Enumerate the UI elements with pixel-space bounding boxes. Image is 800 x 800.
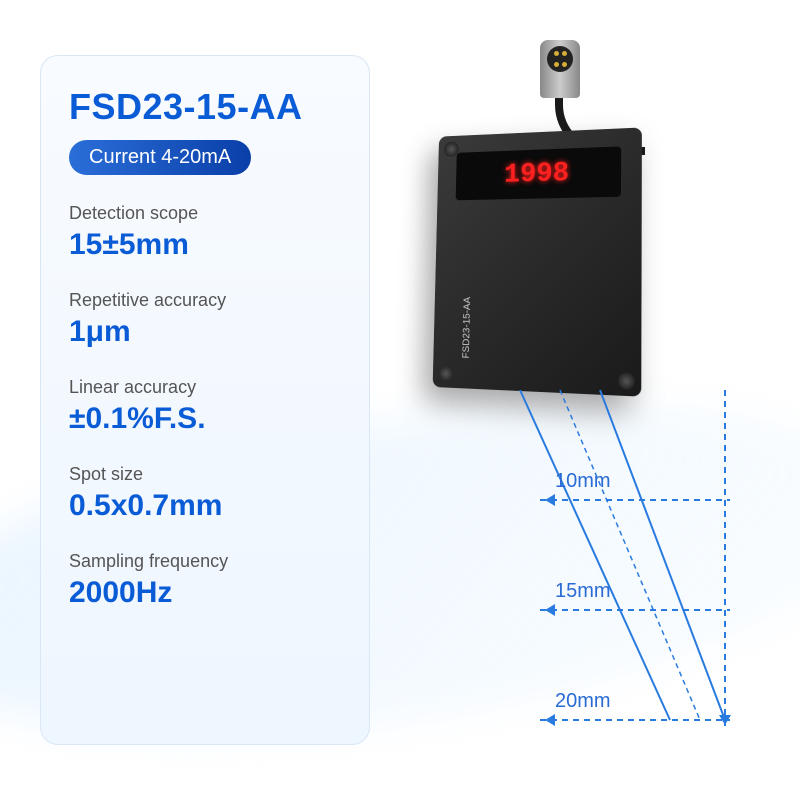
spec-repetitive-accuracy: Repetitive accuracy 1μm [69,290,341,349]
connector [540,40,590,110]
connector-body [540,40,580,98]
spec-label: Repetitive accuracy [69,290,341,311]
sensor-readout: 1998 [456,146,622,200]
spec-label: Detection scope [69,203,341,224]
spec-detection-scope: Detection scope 15±5mm [69,203,341,262]
beam-diagram: 10mm 15mm 20mm [470,390,750,750]
spec-value: 1μm [69,315,341,349]
spec-card: FSD23-15-AA Current 4-20mA Detection sco… [40,55,370,745]
beam-label-20mm: 20mm [555,690,611,713]
spec-label: Sampling frequency [69,551,341,572]
spec-value: 0.5x0.7mm [69,489,341,523]
pin [554,62,559,67]
screw-icon [438,365,453,381]
screw-icon [618,372,635,390]
beam-label-10mm: 10mm [555,470,611,493]
spec-value: 2000Hz [69,576,341,610]
pin [562,51,567,56]
display-value: 1998 [504,158,570,190]
connector-pins [547,46,573,72]
spec-label: Linear accuracy [69,377,341,398]
spec-spot-size: Spot size 0.5x0.7mm [69,464,341,523]
spec-value: ±0.1%F.S. [69,402,341,436]
sensor-side-label: FSD23-15-AA [461,297,473,359]
spec-sampling-frequency: Sampling frequency 2000Hz [69,551,341,610]
model-title: FSD23-15-AA [69,86,341,128]
spec-linear-accuracy: Linear accuracy ±0.1%F.S. [69,377,341,436]
current-badge: Current 4-20mA [69,140,251,175]
pin [554,51,559,56]
spec-value: 15±5mm [69,228,341,262]
sensor-body: 1998 FSD23-15-AA [433,127,642,396]
beam-label-15mm: 15mm [555,580,611,603]
pin [562,62,567,67]
spec-label: Spot size [69,464,341,485]
